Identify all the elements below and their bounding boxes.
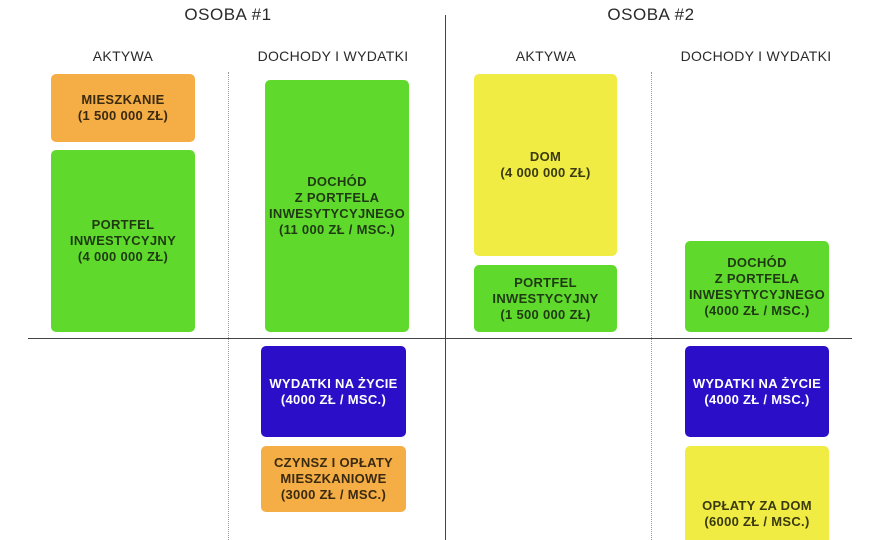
p2-column-divider [651,72,652,540]
p2-income-expenses-header: DOCHODY I WYDATKI [680,48,832,64]
p1-income-box: DOCHÓD Z PORTFELA INWESYTYCYJNEGO (11 00… [265,80,409,332]
income-expense-divider [28,338,852,339]
p2-house-label: DOM [529,149,562,164]
person-2-title: OSOBA #2 [607,5,695,24]
p2-portfolio-box: PORTFEL INWESTYCYJNY (1 500 000 ZŁ) [474,265,617,332]
p1-assets-header: AKTYWA [92,48,154,64]
p2-house-fees-label: OPŁATY ZA DOM [702,498,812,513]
p1-rent-box: CZYNSZ I OPŁATY MIESZKANIOWE (3000 ZŁ / … [261,446,406,512]
p1-apartment-value: (1 500 000 ZŁ) [77,108,169,123]
p2-portfolio-label-2: INWESTYCYJNY [492,290,599,306]
p1-rent-label-2: MIESZKANIOWE [280,471,387,486]
p1-income-expenses-header: DOCHODY I WYDATKI [257,48,409,64]
p1-income-value: (11 000 ZŁ / MSC.) [279,222,395,237]
p2-house-box: DOM (4 000 000 ZŁ) [474,74,617,256]
p1-portfolio-box: PORTFEL INWESTYCYJNY (4 000 000 ZŁ) [51,150,195,332]
p1-living-label: WYDATKI NA ŻYCIE [269,375,398,391]
p2-living-label: WYDATKI NA ŻYCIE [692,375,822,391]
p1-portfolio-label-1: PORTFEL [91,217,155,232]
p1-income-label-1: DOCHÓD [307,174,367,189]
p2-income-label-1: DOCHÓD [727,254,787,270]
p2-portfolio-label-1: PORTFEL [514,274,577,290]
p1-portfolio-label-2: INWESTYCYJNY [69,233,177,248]
p2-income-label-2: Z PORTFELA [714,270,800,286]
p1-income-label-3: INWESYTYCYJNEGO [269,206,405,221]
person-divider [445,15,446,540]
person-1-title: OSOBA #1 [184,5,272,24]
p2-living-value: (4000 ZŁ / MSC.) [704,391,810,407]
p1-apartment-label: MIESZKANIE [81,92,165,107]
p1-portfolio-value: (4 000 000 ZŁ) [77,249,169,264]
p1-rent-value: (3000 ZŁ / MSC.) [280,487,387,502]
p2-income-box: DOCHÓD Z PORTFELA INWESYTYCYJNEGO (4000 … [685,241,829,332]
p2-income-value: (4000 ZŁ / MSC.) [704,302,810,318]
p2-house-fees-box: OPŁATY ZA DOM (6000 ZŁ / MSC.) [685,446,829,540]
p1-rent-label-1: CZYNSZ I OPŁATY [273,455,394,470]
p2-house-value: (4 000 000 ZŁ) [500,165,591,180]
p2-income-label-3: INWESYTYCYJNEGO [689,286,825,302]
p1-living-value: (4000 ZŁ / MSC.) [280,391,387,407]
p1-income-label-2: Z PORTFELA [294,190,380,205]
p2-house-fees-value: (6000 ZŁ / MSC.) [704,514,810,529]
p2-assets-header: AKTYWA [515,48,577,64]
p1-apartment-box: MIESZKANIE (1 500 000 ZŁ) [51,74,195,142]
p2-living-expenses-box: WYDATKI NA ŻYCIE (4000 ZŁ / MSC.) [685,346,829,437]
p1-column-divider [228,72,229,540]
p2-portfolio-value: (1 500 000 ZŁ) [500,306,591,322]
p1-living-expenses-box: WYDATKI NA ŻYCIE (4000 ZŁ / MSC.) [261,346,406,437]
